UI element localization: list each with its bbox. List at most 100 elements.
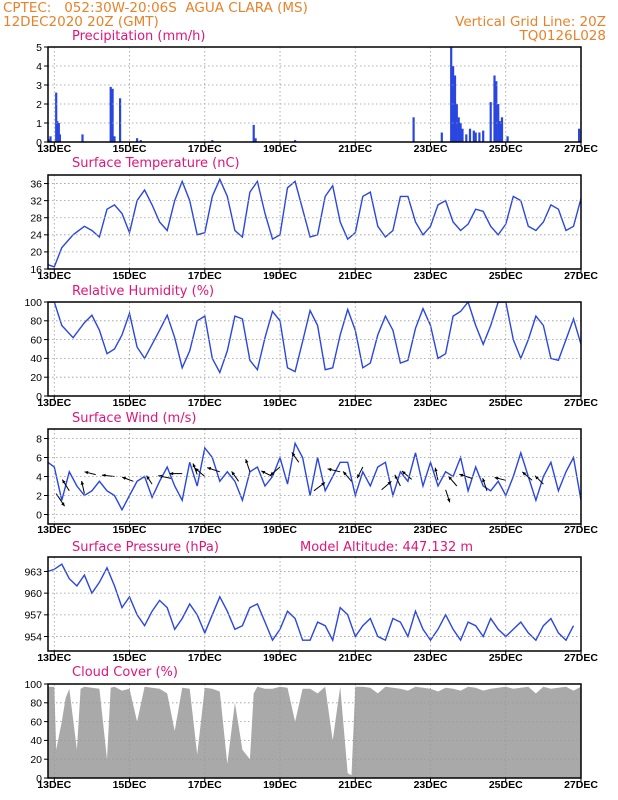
precip-bar xyxy=(136,138,139,142)
precip-bar xyxy=(465,134,468,142)
temp-y-tick-label: 16 xyxy=(30,264,42,276)
wind-arrow-head xyxy=(321,482,326,486)
cloud-x-tick-label: 19DEC xyxy=(263,779,297,791)
cloud-y-tick-label: 80 xyxy=(30,698,42,710)
precip-bar xyxy=(472,130,475,142)
pressure-y-tick-label: 954 xyxy=(24,631,42,643)
wind-arrow-head xyxy=(146,475,150,480)
wind-arrow-head xyxy=(261,470,266,475)
precip-bar xyxy=(440,132,443,142)
temp-x-tick-label: 17DEC xyxy=(188,270,222,282)
humidity-y-tick-label: 20 xyxy=(30,372,42,384)
precip-bar xyxy=(506,136,509,142)
temp-y-tick-label: 36 xyxy=(30,178,42,190)
precip-bar xyxy=(294,140,297,142)
precip-bar xyxy=(578,128,581,142)
cloud-y-tick-label: 40 xyxy=(30,735,42,747)
humidity-x-tick-label: 15DEC xyxy=(113,397,147,409)
precip-bar xyxy=(500,117,504,142)
cloud-cover-area xyxy=(48,686,581,778)
pressure-title: Surface Pressure (hPa) xyxy=(72,540,219,555)
wind-x-tick-label: 17DEC xyxy=(188,524,222,536)
temp-x-tick-label: 15DEC xyxy=(113,270,147,282)
pressure-panel: 954 957 960 963 13DEC 15DEC 17DEC 19DEC 21DEC 23D… xyxy=(24,556,598,664)
humidity-title: Relative Humidity (%) xyxy=(72,284,215,299)
humidity-x-tick-label: 27DEC xyxy=(564,397,598,409)
pressure-y-tick-label: 957 xyxy=(24,610,42,622)
wind-arrow-head xyxy=(434,467,438,472)
wind-series-line xyxy=(48,441,581,512)
humidity-x-tick-label: 23DEC xyxy=(414,397,448,409)
precip-bar xyxy=(453,75,457,142)
wind-y-tick-label: 8 xyxy=(36,433,42,445)
wind-arrow-head xyxy=(387,481,392,486)
pressure-x-tick-label: 23DEC xyxy=(414,652,448,664)
wind-arrow-head xyxy=(192,463,196,468)
humidity-x-tick-label: 21DEC xyxy=(338,397,372,409)
precip-bar xyxy=(57,123,60,142)
pressure-y-tick-label: 960 xyxy=(24,588,42,600)
wind-arrow-head xyxy=(343,471,347,476)
precip-bar xyxy=(482,130,485,142)
precip-bar xyxy=(493,75,496,142)
precip-bar xyxy=(497,104,500,142)
wind-x-tick-label: 15DEC xyxy=(113,524,147,536)
pressure-x-tick-label: 19DEC xyxy=(263,652,297,664)
wind-arrow-head xyxy=(357,474,361,479)
cloud-x-tick-label: 13DEC xyxy=(37,779,71,791)
precip-bar xyxy=(109,86,112,142)
cloud-frame xyxy=(47,683,582,779)
precip-bar xyxy=(81,134,84,142)
precip-bar xyxy=(49,136,52,142)
wind-arrow-head xyxy=(195,468,199,472)
humidity-y-tick-label: 40 xyxy=(30,353,42,365)
precip-bar xyxy=(58,134,61,142)
wind-x-tick-label: 27DEC xyxy=(564,524,598,536)
wind-arrow-head xyxy=(327,468,332,472)
cloud-x-tick-label: 23DEC xyxy=(414,779,448,791)
pressure-x-tick-label: 25DEC xyxy=(489,652,523,664)
wind-arrow-head xyxy=(447,498,451,503)
cloud-title: Cloud Cover (%) xyxy=(72,665,178,680)
wind-y-tick-label: 2 xyxy=(36,490,42,502)
pressure-x-tick-label: 21DEC xyxy=(338,652,372,664)
precip-bar xyxy=(211,140,214,142)
humidity-y-tick-label: 0 xyxy=(36,391,42,403)
precip-bar xyxy=(113,136,116,142)
wind-arrow-head xyxy=(169,471,174,476)
wind-title: Surface Wind (m/s) xyxy=(72,411,197,426)
temp-frame xyxy=(47,174,582,270)
pressure-x-tick-label: 15DEC xyxy=(113,652,147,664)
precip-bar xyxy=(412,117,415,142)
wind-panel: 0 2 4 6 8 13DEC 15DEC 17DEC 19DEC 21DEC 23DEC 25DEC… xyxy=(36,428,598,536)
pressure-series-line xyxy=(48,563,575,643)
precip-bar xyxy=(139,140,142,142)
header-datetime: 12DEC2020 20Z (GMT) xyxy=(3,14,159,30)
precip-y-tick-label: 2 xyxy=(36,99,42,111)
precip-y-tick-label: 4 xyxy=(36,61,42,73)
precip-y-tick-label: 3 xyxy=(36,80,42,92)
wind-arrow-head xyxy=(62,479,66,484)
wind-arrow-head xyxy=(482,478,486,483)
wind-x-tick-label: 21DEC xyxy=(338,524,372,536)
precip-x-tick-label: 17DEC xyxy=(188,143,222,155)
precip-bar xyxy=(55,92,58,142)
humidity-x-tick-label: 13DEC xyxy=(37,397,71,409)
precip-bar xyxy=(461,128,464,142)
cloud-x-tick-label: 27DEC xyxy=(564,779,598,791)
wind-x-tick-label: 19DEC xyxy=(263,524,297,536)
cloud-y-tick-label: 100 xyxy=(24,679,42,691)
precip-bar xyxy=(119,98,122,142)
pressure-x-tick-label: 27DEC xyxy=(564,652,598,664)
precip-x-tick-label: 21DEC xyxy=(338,143,372,155)
pressure-frame xyxy=(47,556,582,652)
wind-arrow-head xyxy=(291,452,296,457)
precip-bar xyxy=(499,121,502,142)
temp-panel: 16 20 24 28 32 36 13DEC 15DEC 17DEC 19DEC 21DEC 23D… xyxy=(30,174,598,282)
precip-bar xyxy=(111,88,114,142)
model-altitude: Model Altitude: 447.132 m xyxy=(300,540,474,555)
precip-frame xyxy=(47,46,582,143)
header-location: CPTEC: 052:30W-20:06S AGUA CLARA (MS) xyxy=(3,0,308,16)
precip-bar xyxy=(457,117,460,142)
